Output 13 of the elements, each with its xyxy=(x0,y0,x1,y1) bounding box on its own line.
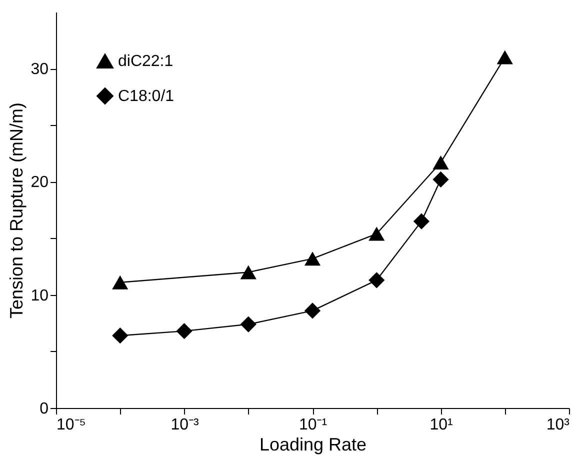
x-tick-label: 10¹ xyxy=(430,416,453,434)
legend-label: diC22:1 xyxy=(118,53,174,70)
y-tick-label: 20 xyxy=(30,174,49,192)
x-tick-label: 10⁻³ xyxy=(170,416,200,434)
x-axis-title: Loading Rate xyxy=(259,434,367,454)
x-tick-label: 10⁻⁵ xyxy=(56,416,86,434)
legend-label: C18:0/1 xyxy=(118,88,174,105)
y-tick-label: 0 xyxy=(40,400,49,418)
x-tick-label: 10⁻¹ xyxy=(298,416,328,434)
x-tick-label: 10³ xyxy=(546,416,570,434)
y-tick-label: 30 xyxy=(30,61,49,78)
y-axis-title: Tension to Rupture (mN/m) xyxy=(6,102,27,319)
y-tick-label: 10 xyxy=(30,287,49,304)
